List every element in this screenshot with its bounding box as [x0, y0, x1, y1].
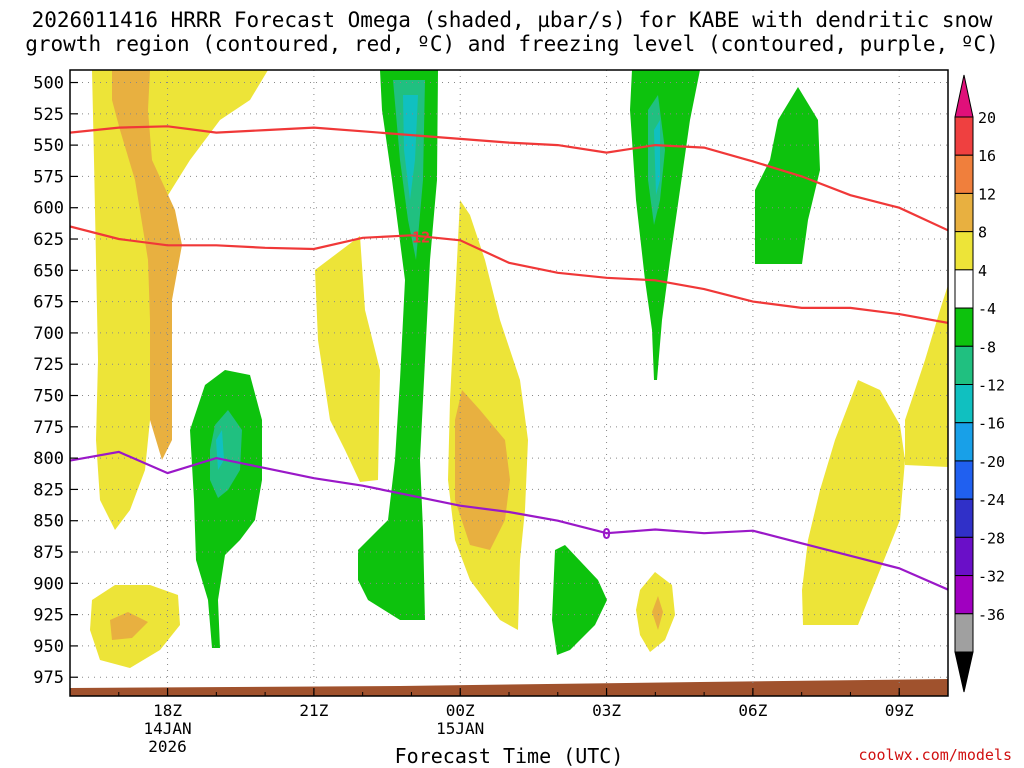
omega-area: [755, 87, 820, 264]
colorbar-swatch: [954, 116, 974, 156]
contour-labels: 12 0: [412, 228, 611, 543]
contour-line: [70, 125, 948, 232]
y-tick-label: 500: [33, 74, 64, 94]
colorbar-label: -32: [978, 568, 1005, 586]
colorbar-label: 4: [978, 262, 987, 280]
colorbar-swatch: [954, 575, 974, 615]
x-tick-year: 2026: [148, 737, 187, 756]
y-axis: 500 525 550 575 600 625 650 675 700 725 750 775 800 8…: [33, 74, 78, 688]
y-tick-label: 750: [33, 387, 64, 407]
y-tick-label: 850: [33, 512, 64, 532]
colorbar-swatch: [954, 422, 974, 462]
omega-area: [210, 410, 242, 498]
y-tick-label: 775: [33, 418, 64, 438]
colorbar-swatch: [954, 384, 974, 424]
colorbar-swatch: [954, 498, 974, 538]
omega-area: [110, 612, 148, 640]
colorbar-label: -24: [978, 491, 1005, 509]
y-tick-label: 600: [33, 199, 64, 219]
y-tick-label: 800: [33, 449, 64, 469]
colorbar-swatch: [954, 154, 974, 194]
colorbar-bottom-arrow: [954, 651, 974, 693]
colorbar-label: -20: [978, 453, 1005, 471]
omega-shading: [90, 70, 948, 668]
x-axis-label: Forecast Time (UTC): [394, 744, 624, 768]
omega-area: [552, 545, 607, 655]
colorbar-label: -16: [978, 415, 1005, 433]
contour-label: 12: [412, 228, 430, 246]
colorbar-label: 20: [978, 109, 996, 127]
colorbar: 20 16 12 8 4 -4 -8 -12 -16 -20 -24 -28 -32 -36: [954, 74, 1005, 693]
colorbar-label: 16: [978, 147, 996, 165]
colorbar-label: -12: [978, 377, 1005, 395]
colorbar-swatch: [954, 269, 974, 309]
colorbar-swatch: [954, 345, 974, 385]
omega-area: [315, 236, 380, 482]
colorbar-label: -8: [978, 338, 996, 356]
y-tick-label: 900: [33, 574, 64, 594]
x-tick-label: 00Z: [446, 701, 475, 720]
colorbar-label: -28: [978, 529, 1005, 547]
x-tick-label: 03Z: [592, 701, 621, 720]
grid: [70, 70, 948, 696]
omega-area: [190, 370, 262, 648]
x-tick-label: 18Z: [153, 701, 182, 720]
y-tick-label: 875: [33, 543, 64, 563]
omega-area: [905, 285, 948, 467]
y-tick-label: 700: [33, 324, 64, 344]
x-tick-label: 21Z: [299, 701, 328, 720]
contour-label: 0: [602, 525, 611, 543]
omega-area: [112, 70, 182, 460]
colorbar-label: 12: [978, 185, 996, 203]
contour-line: [70, 450, 948, 591]
y-tick-label: 825: [33, 480, 64, 500]
x-tick-label: 09Z: [885, 701, 914, 720]
credit-text: coolwx.com/models: [858, 746, 1012, 764]
colorbar-label: -36: [978, 606, 1005, 624]
x-tick-date: 14JAN: [143, 719, 191, 738]
colorbar-swatch: [954, 613, 974, 653]
colorbar-swatch: [954, 460, 974, 500]
y-tick-label: 550: [33, 136, 64, 156]
colorbar-label: -4: [978, 300, 996, 318]
y-tick-label: 525: [33, 105, 64, 125]
x-tick-date: 15JAN: [436, 719, 484, 738]
temperature-contours: [70, 125, 948, 591]
terrain: [70, 679, 948, 696]
omega-area: [403, 95, 418, 200]
y-tick-label: 675: [33, 293, 64, 313]
y-tick-label: 925: [33, 606, 64, 626]
y-tick-label: 950: [33, 637, 64, 657]
colorbar-swatch: [954, 536, 974, 577]
x-tick-label: 06Z: [738, 701, 767, 720]
y-tick-label: 975: [33, 668, 64, 688]
colorbar-label: 8: [978, 224, 987, 242]
colorbar-swatch: [954, 307, 974, 347]
y-tick-label: 575: [33, 167, 64, 187]
y-tick-label: 625: [33, 230, 64, 250]
colorbar-swatch: [954, 231, 974, 271]
y-tick-label: 650: [33, 261, 64, 281]
colorbar-swatch: [954, 192, 974, 233]
colorbar-top-arrow: [954, 74, 974, 118]
contour-line: [70, 225, 948, 324]
omega-area: [652, 596, 663, 630]
y-tick-label: 725: [33, 355, 64, 375]
chart-title: 2026011416 HRRR Forecast Omega (shaded, …: [25, 8, 999, 56]
